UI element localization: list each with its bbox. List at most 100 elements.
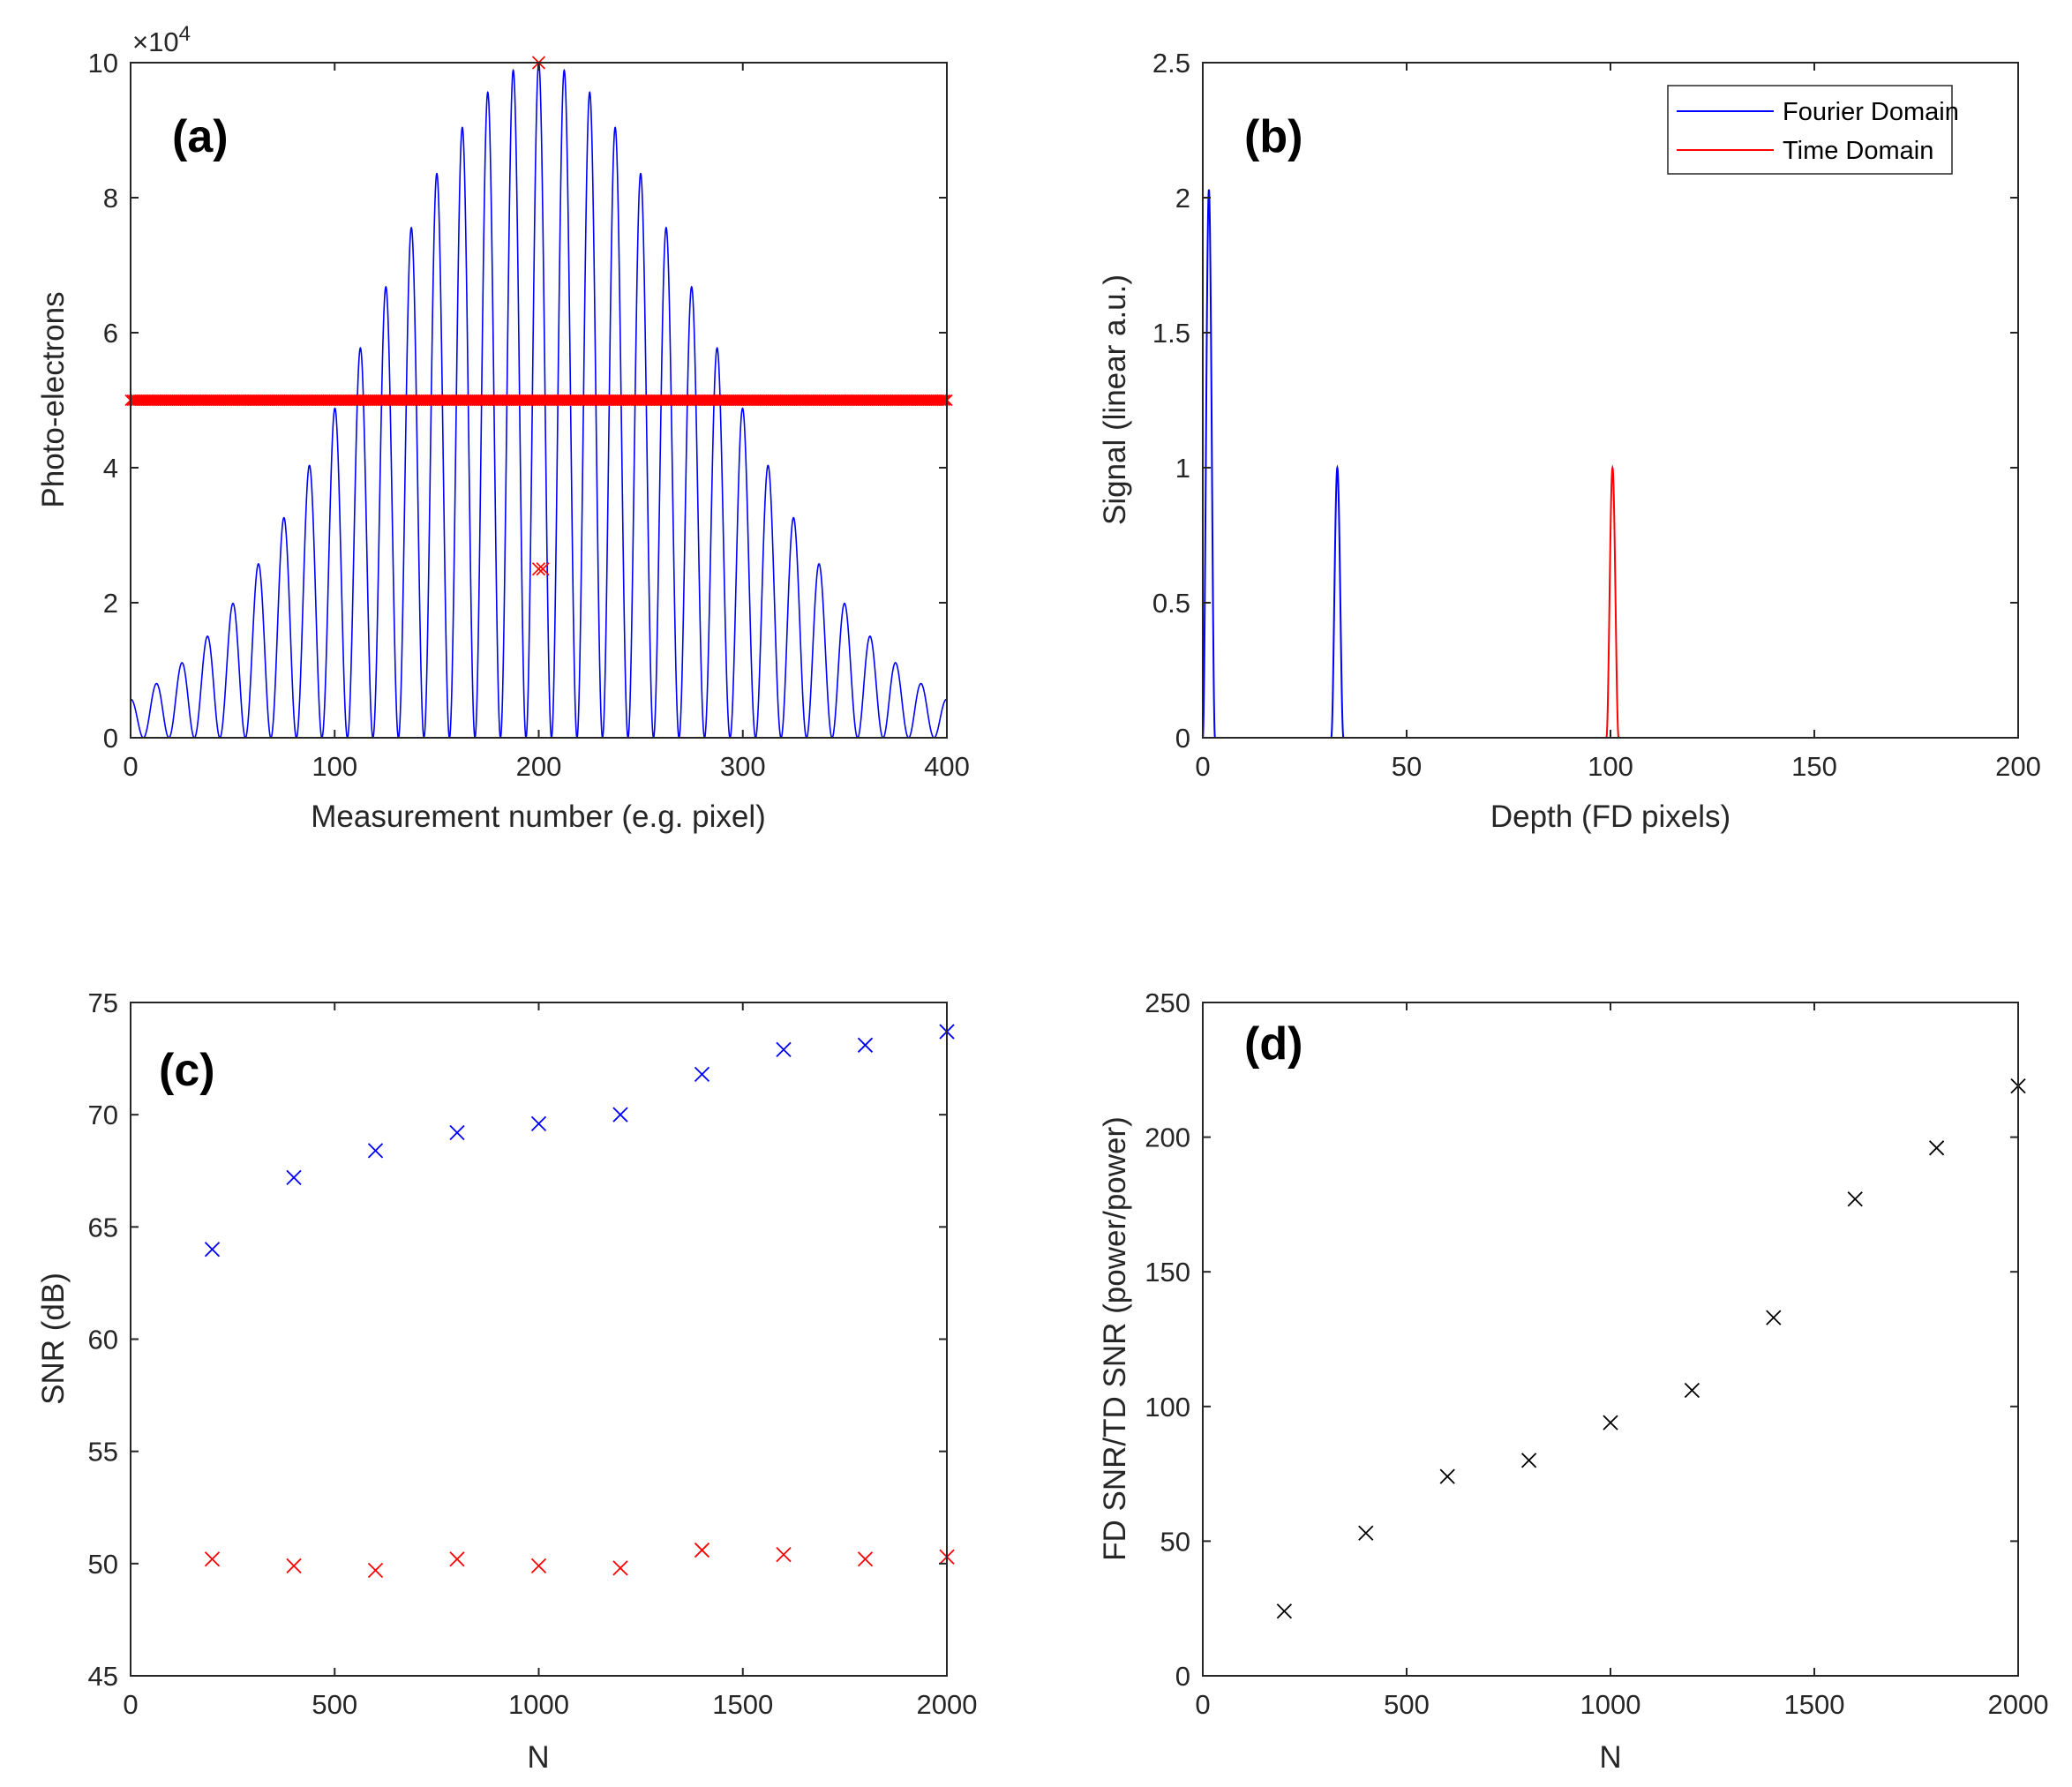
y-tick-label: 8 (103, 183, 118, 214)
td-snr-point (449, 1551, 465, 1567)
panel-a-ticks: 0 100 200 300 400 0 2 4 6 8 10 (88, 48, 970, 782)
y-tick-label: 0 (103, 723, 118, 754)
y-tick-label: 2.5 (1152, 48, 1190, 79)
panel-c-ylabel: SNR (dB) (36, 1273, 71, 1405)
y-tick-label: 2 (103, 588, 118, 619)
fd-snr-point (776, 1041, 792, 1058)
y-tick-label: 6 (103, 318, 118, 349)
x-tick-label: 100 (312, 751, 357, 782)
x-tick-label: 200 (516, 751, 562, 782)
panel-d-data (1276, 1077, 2026, 1619)
panel-a-xlabel: Measurement number (e.g. pixel) (311, 800, 766, 834)
x-tick-label: 1500 (1784, 1689, 1845, 1720)
time-domain-marker (536, 562, 550, 576)
x-tick-label: 0 (123, 751, 138, 782)
panel-c-tag: (c) (159, 1045, 215, 1096)
panel-c-ticks: 0 500 1000 1500 2000 45 50 55 60 65 70 75 (88, 987, 978, 1720)
legend-label-time: Time Domain (1783, 137, 1933, 165)
x-tick-label: 0 (123, 1689, 138, 1720)
fd-td-snr-ratio-point (1358, 1525, 1374, 1541)
y-tick-label: 150 (1145, 1257, 1190, 1288)
fd-td-snr-ratio-point (1766, 1310, 1782, 1325)
fd-snr-point (367, 1143, 384, 1159)
y-tick-label: 60 (88, 1325, 118, 1355)
fd-td-snr-ratio-point (1520, 1453, 1537, 1468)
td-snr-point (286, 1558, 302, 1574)
panel-d-ylabel: FD SNR/TD SNR (power/power) (1098, 1116, 1132, 1561)
x-tick-label: 100 (1588, 751, 1633, 782)
td-snr-point (694, 1542, 710, 1558)
x-tick-label: 1000 (508, 1689, 569, 1720)
panel-d: 0 500 1000 1500 2000 0 50 100 150 200 250 (d) N FD… (1098, 987, 2048, 1775)
x-tick-label: 400 (924, 751, 970, 782)
fd-snr-point (857, 1037, 874, 1053)
x-tick-label: 1000 (1580, 1689, 1641, 1720)
fd-td-snr-ratio-point (1684, 1382, 1700, 1399)
y-tick-label: 55 (88, 1437, 118, 1468)
fd-td-snr-ratio-point (1847, 1191, 1863, 1207)
time-domain-marker (531, 562, 546, 576)
y-tick-label: 0 (1175, 723, 1190, 754)
panel-c-xlabel: N (527, 1740, 549, 1775)
panel-a: 0 100 200 300 400 0 2 4 6 8 10 (a) ×104 Measuremen… (36, 22, 970, 834)
x-tick-label: 0 (1195, 751, 1210, 782)
panel-a-data (124, 56, 953, 739)
legend-label-fourier: Fourier Domain (1783, 98, 1959, 126)
y-tick-label: 50 (88, 1549, 118, 1580)
legend-box (1667, 85, 1953, 175)
td-snr-point (530, 1558, 547, 1574)
td-snr-point (857, 1551, 874, 1567)
panel-b-xlabel: Depth (FD pixels) (1490, 800, 1730, 834)
y-tick-label: 0 (1175, 1661, 1190, 1692)
y-tick-label: 1 (1175, 453, 1190, 484)
fd-td-snr-ratio-point (1439, 1468, 1455, 1484)
panel-d-tag: (d) (1244, 1018, 1303, 1070)
panel-a-exponent: ×104 (132, 22, 191, 57)
y-tick-label: 100 (1145, 1392, 1190, 1423)
y-tick-label: 200 (1145, 1123, 1190, 1153)
y-tick-label: 75 (88, 987, 118, 1018)
y-tick-label: 0.5 (1152, 588, 1190, 619)
panel-d-ticks: 0 500 1000 1500 2000 0 50 100 150 200 250 (1145, 987, 2048, 1720)
x-tick-label: 150 (1791, 751, 1837, 782)
panel-b-tag: (b) (1244, 111, 1303, 162)
y-tick-label: 1.5 (1152, 318, 1190, 349)
fd-snr-point (204, 1242, 221, 1258)
fd-snr-point (694, 1066, 710, 1083)
y-tick-label: 4 (103, 453, 118, 484)
x-tick-label: 0 (1195, 1689, 1210, 1720)
x-tick-label: 500 (312, 1689, 357, 1720)
panel-a-ylabel: Photo-electrons (36, 291, 71, 507)
y-tick-label: 2 (1175, 183, 1190, 214)
y-tick-label: 250 (1145, 987, 1190, 1018)
td-snr-point (367, 1562, 384, 1579)
td-snr-point (776, 1547, 792, 1563)
x-tick-label: 2000 (917, 1689, 978, 1720)
panel-b-ticks: 0 50 100 150 200 0 0.5 1 1.5 2 2.5 (1152, 48, 2041, 782)
y-tick-label: 10 (88, 48, 118, 79)
panel-c-data (204, 1024, 955, 1579)
td-snr-point (612, 1560, 628, 1576)
y-tick-label: 50 (1160, 1526, 1190, 1557)
fd-td-snr-ratio-point (1928, 1140, 1945, 1156)
panel-b-ylabel: Signal (linear a.u.) (1098, 274, 1132, 525)
panel-a-tag: (a) (172, 111, 229, 162)
y-tick-label: 65 (88, 1212, 118, 1243)
panel-c: 0 500 1000 1500 2000 45 50 55 60 65 70 75 (c) N SNR… (36, 987, 977, 1775)
fd-snr-point (530, 1115, 547, 1131)
x-tick-label: 2000 (1988, 1689, 2049, 1720)
panel-b-legend: Fourier Domain Time Domain (1667, 85, 1959, 175)
fd-td-snr-ratio-point (1603, 1415, 1618, 1430)
x-tick-label: 300 (720, 751, 766, 782)
y-tick-label: 70 (88, 1100, 118, 1130)
fd-td-snr-ratio-point (1276, 1603, 1293, 1619)
x-tick-label: 200 (1995, 751, 2041, 782)
x-tick-label: 1500 (712, 1689, 773, 1720)
x-tick-label: 50 (1392, 751, 1422, 782)
x-tick-label: 500 (1384, 1689, 1430, 1720)
fd-snr-point (286, 1169, 302, 1186)
fd-snr-point (449, 1124, 465, 1141)
panel-d-xlabel: N (1599, 1740, 1621, 1775)
td-snr-point (204, 1551, 221, 1567)
